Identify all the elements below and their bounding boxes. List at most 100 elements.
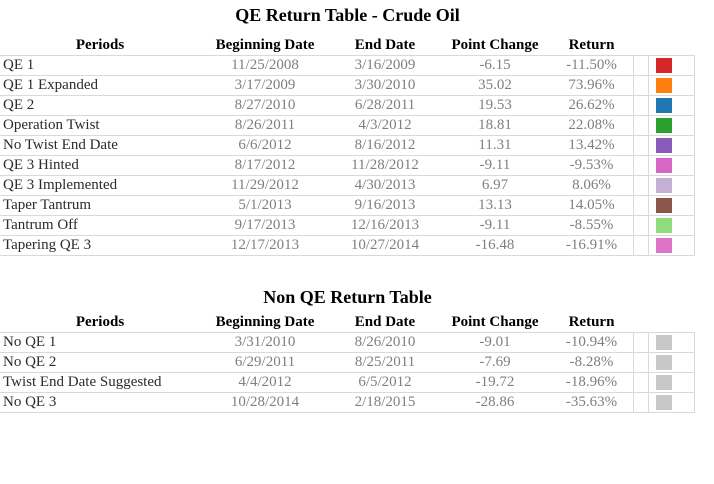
column-header-return: Return [568,37,615,53]
color-swatch [656,158,672,173]
spacer-cell [633,216,648,235]
color-swatch [656,138,672,153]
color-swatch [656,238,672,253]
color-swatch [656,118,672,133]
column-header-beginning-date: Beginning Date [215,314,315,330]
period-cell: No Twist End Date [3,137,118,153]
point-change-cell: -28.86 [475,394,515,410]
swatch-cell [648,333,695,352]
return-cell: -8.28% [569,354,614,370]
column-header-swatch [648,312,695,332]
spacer-cell [633,156,648,175]
end-date-cell: 3/30/2010 [354,77,416,93]
end-date-cell: 4/30/2013 [354,177,416,193]
period-cell: No QE 1 [3,334,57,350]
qe-table-rows: QE 1 11/25/2008 3/16/2009 -6.15 -11.50% QE 1 … [0,55,695,256]
column-header-swatch [648,35,695,55]
spacer-cell [633,333,648,352]
beginning-date-cell: 8/27/2010 [234,97,296,113]
period-cell: QE 2 [3,97,35,113]
table-row: QE 1 Expanded 3/17/2009 3/30/2010 35.02 73.9… [0,76,695,96]
table-row: No QE 2 6/29/2011 8/25/2011 -7.69 -8.28% [0,353,695,373]
column-header-point-change: Point Change [451,314,539,330]
color-swatch [656,58,672,73]
point-change-cell: -16.48 [475,237,515,253]
non-qe-return-table-section: Non QE Return Table Periods Beginning Da… [0,286,695,413]
beginning-date-cell: 4/4/2012 [238,374,292,390]
table-row: Twist End Date Suggested 4/4/2012 6/5/2012… [0,373,695,393]
beginning-date-cell: 3/17/2009 [234,77,296,93]
color-swatch [656,355,672,370]
non-qe-table-title: Non QE Return Table [263,287,432,307]
period-cell: QE 3 Implemented [3,177,118,193]
return-cell: -8.55% [569,217,614,233]
table-row: Tantrum Off 9/17/2013 12/16/2013 -9.11 -8.55… [0,216,695,236]
beginning-date-cell: 9/17/2013 [234,217,296,233]
table-row: Operation Twist 8/26/2011 4/3/2012 18.81 22.… [0,116,695,136]
return-cell: 14.05% [568,197,615,213]
table-row: No QE 1 3/31/2010 8/26/2010 -9.01 -10.94% [0,333,695,353]
column-header-periods: Periods [75,37,125,53]
swatch-cell [648,393,695,412]
end-date-cell: 6/28/2011 [354,97,416,113]
period-cell: No QE 3 [3,394,57,410]
table-row: Taper Tantrum 5/1/2013 9/16/2013 13.13 14.05… [0,196,695,216]
return-cell: 22.08% [568,117,615,133]
end-date-cell: 8/25/2011 [354,354,416,370]
return-cell: 8.06% [572,177,611,193]
swatch-cell [648,236,695,255]
point-change-cell: -9.11 [479,157,511,173]
column-header-end-date: End Date [354,314,416,330]
point-change-cell: 19.53 [478,97,512,113]
return-cell: -18.96% [565,374,618,390]
column-header-return: Return [568,314,615,330]
table-row: No QE 3 10/28/2014 2/18/2015 -28.86 -35.63% [0,393,695,413]
swatch-cell [648,136,695,155]
column-header-spacer [633,35,648,55]
swatch-cell [648,353,695,372]
end-date-cell: 8/26/2010 [354,334,416,350]
swatch-cell [648,216,695,235]
spacer-cell [633,353,648,372]
point-change-cell: 11.31 [478,137,512,153]
point-change-cell: 18.81 [478,117,512,133]
column-header-spacer [633,312,648,332]
return-cell: -16.91% [565,237,618,253]
period-cell: QE 3 Hinted [3,157,79,173]
spacer-cell [633,196,648,215]
beginning-date-cell: 6/29/2011 [234,354,296,370]
point-change-cell: -9.11 [479,217,511,233]
point-change-cell: 6.97 [481,177,509,193]
end-date-cell: 2/18/2015 [354,394,416,410]
end-date-cell: 8/16/2012 [354,137,416,153]
period-cell: QE 1 Expanded [3,77,98,93]
qe-table-header-row: Periods Beginning Date End Date Point Ch… [0,35,695,55]
swatch-cell [648,176,695,195]
point-change-cell: 35.02 [478,77,512,93]
color-swatch [656,335,672,350]
point-change-cell: -19.72 [475,374,515,390]
end-date-cell: 6/5/2012 [358,374,412,390]
spacer-cell [633,373,648,392]
color-swatch [656,218,672,233]
period-cell: Tantrum Off [3,217,78,233]
qe-table-title: QE Return Table - Crude Oil [235,5,460,25]
spacer-cell [633,393,648,412]
color-swatch [656,178,672,193]
column-header-beginning-date: Beginning Date [215,37,315,53]
end-date-cell: 12/16/2013 [350,217,420,233]
spacer-cell [633,136,648,155]
swatch-cell [648,373,695,392]
spacer-cell [633,236,648,255]
beginning-date-cell: 11/25/2008 [231,57,299,73]
color-swatch [656,98,672,113]
return-cell: 26.62% [568,97,615,113]
table-row: QE 3 Implemented 11/29/2012 4/30/2013 6.97 8… [0,176,695,196]
qe-return-table-section: QE Return Table - Crude Oil Periods Begi… [0,5,695,256]
return-cell: -10.94% [565,334,618,350]
beginning-date-cell: 12/17/2013 [230,237,300,253]
beginning-date-cell: 6/6/2012 [238,137,292,153]
beginning-date-cell: 8/26/2011 [234,117,296,133]
beginning-date-cell: 11/29/2012 [231,177,299,193]
